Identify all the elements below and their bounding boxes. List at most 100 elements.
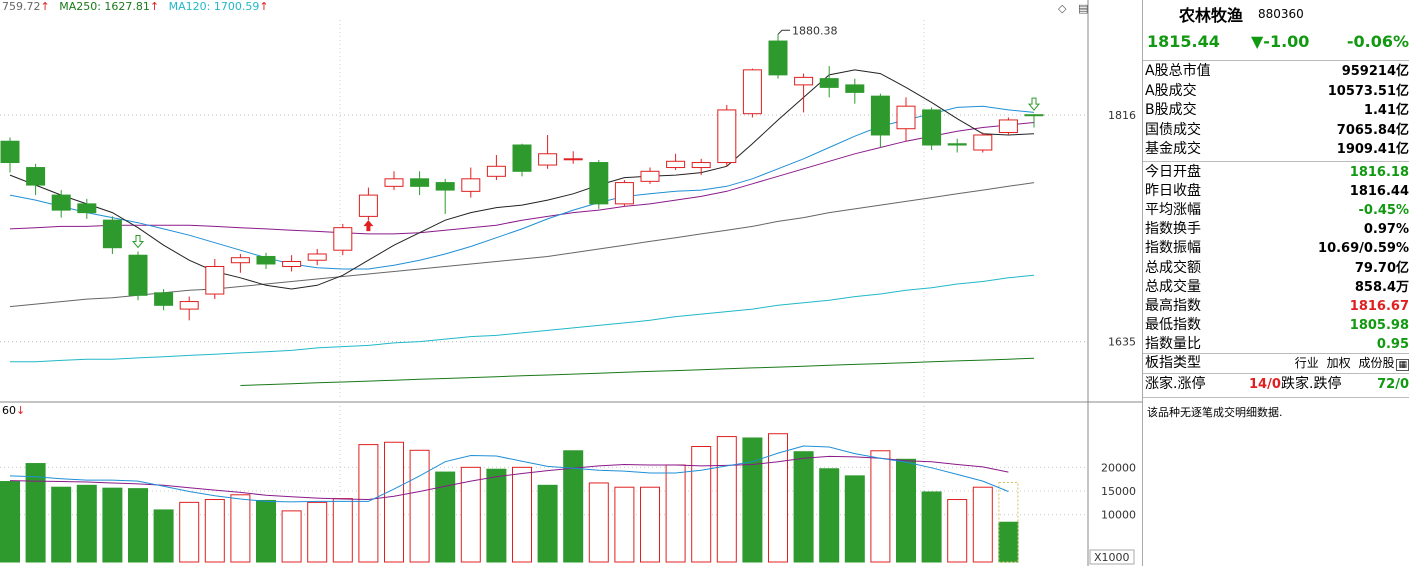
volume-bar [896,458,916,563]
volume-tick-label: 10000 [1101,509,1136,522]
stat-value: 7065.84亿 [1336,122,1409,138]
volume-tick-label: 15000 [1101,485,1136,498]
candle [128,254,148,296]
stat-row: 总成交量 858.4万 [1145,278,1409,297]
candle [282,260,302,267]
volume-bar [972,486,993,563]
stat-row: 平均涨幅 -0.45% [1145,201,1409,220]
candle [691,162,711,169]
rise-label: 涨家.涨停 [1145,376,1206,392]
ma20-line [9,122,1035,235]
stat-row: 国债成交 7065.84亿 [1145,121,1409,140]
sell-signal-icon [131,234,145,249]
candle [845,84,865,93]
stat-value: 10.69/0.59% [1318,241,1409,257]
stat-row: 指数量比 0.95 [1145,335,1409,354]
ma120-line [10,274,1035,363]
candle [589,162,609,205]
kline-chart[interactable]: 1816 1635 20000 15000 10000 X1000 1880.38 [0,0,1142,566]
volume-bar [332,498,353,563]
type-tag-industry: 行业 [1294,356,1319,370]
chart-area[interactable]: 1816 1635 20000 15000 10000 X1000 1880.38 759… [0,0,1142,566]
volume-bar [512,466,532,563]
current-price: 1815.44 [1147,32,1220,51]
volume-bar [25,463,46,563]
candle [461,178,481,192]
volume-bar [716,436,737,563]
divider [1143,397,1409,398]
ma60-line [9,182,1035,308]
grid-icon[interactable]: ▦ [1396,359,1409,371]
stat-label: 指数换手 [1145,221,1201,238]
tick-data-note: 该品种无逐笔成交明细数据. [1147,406,1283,419]
candle [384,178,404,187]
volume-bar [640,486,660,563]
candle [947,143,967,146]
volume-bar [819,468,840,563]
divider [1143,60,1409,61]
stat-row: 总成交额 79.70亿 [1145,259,1409,278]
candle [819,78,839,88]
stat-value: 79.70亿 [1354,260,1409,276]
volume-forecast [998,481,1019,563]
index-code: 880360 [1258,7,1304,21]
candle [998,119,1018,133]
stat-value: -0.45% [1358,203,1409,219]
candle [794,76,814,86]
stat-row: 最低指数 1805.98 [1145,316,1409,335]
candle [333,227,353,251]
divider [1143,353,1409,354]
fall-value: 72/0 [1377,377,1409,392]
legend-cur-arrow: ↑ [40,0,50,13]
volume-unit-box [1089,549,1135,565]
legend-cur: 759.72 [2,0,41,13]
candle [51,194,71,211]
stat-value: 1816.44 [1349,184,1409,200]
candle [410,178,430,187]
candle [742,69,762,115]
volume-bar [256,499,276,563]
volume-period: 60 [2,404,16,417]
volume-bar [384,441,404,563]
volume-bar [204,499,225,563]
index-type-row: 板指类型 行业 加权 成份股 ▦ [1145,354,1409,373]
legend-ma120: MA120: 1700.59 [168,0,260,13]
volume-ma5-line [9,445,1009,503]
candle [77,203,97,214]
candle [256,255,276,265]
price-change: ▼-1.00 [1251,32,1310,51]
window-icon[interactable]: ▤ [1077,2,1089,15]
candle [1024,114,1044,117]
volume-bar [358,444,379,563]
stat-row: A股成交 10573.51亿 [1145,82,1409,101]
stat-label: 国债成交 [1145,121,1201,138]
legend-ma250: MA250: 1627.81 [59,0,150,13]
candle [538,153,558,166]
volume-bar [76,484,97,563]
stat-label: 指数振幅 [1145,240,1201,257]
chart-tools[interactable]: ◇ ▤ [1058,2,1088,15]
candle [230,257,250,264]
volume-ma10-line [9,455,1009,501]
volume-bar [460,466,481,563]
diamond-icon[interactable]: ◇ [1058,2,1067,15]
type-tag-constituents[interactable]: 成份股 [1358,356,1395,370]
candle [486,165,506,177]
stat-value: 0.95 [1376,336,1409,352]
volume-bar [230,494,251,563]
volume-bar [691,446,712,563]
candle [307,253,327,261]
volume-bar [793,451,814,563]
buy-signal-icon [363,220,374,232]
candle [26,167,46,186]
volume-bar [307,501,328,563]
stat-row: 昨日收盘 1816.44 [1145,182,1409,201]
volume-bar [563,450,584,563]
candle [358,194,378,217]
stat-row: A股总市值 959214亿 [1145,62,1409,81]
candle [179,301,199,310]
candle [666,160,686,169]
stat-row: B股成交 1.41亿 [1145,101,1409,120]
stat-label: 总成交额 [1145,259,1201,276]
index-type-tags: 行业 加权 成份股 ▦ [1291,354,1409,375]
